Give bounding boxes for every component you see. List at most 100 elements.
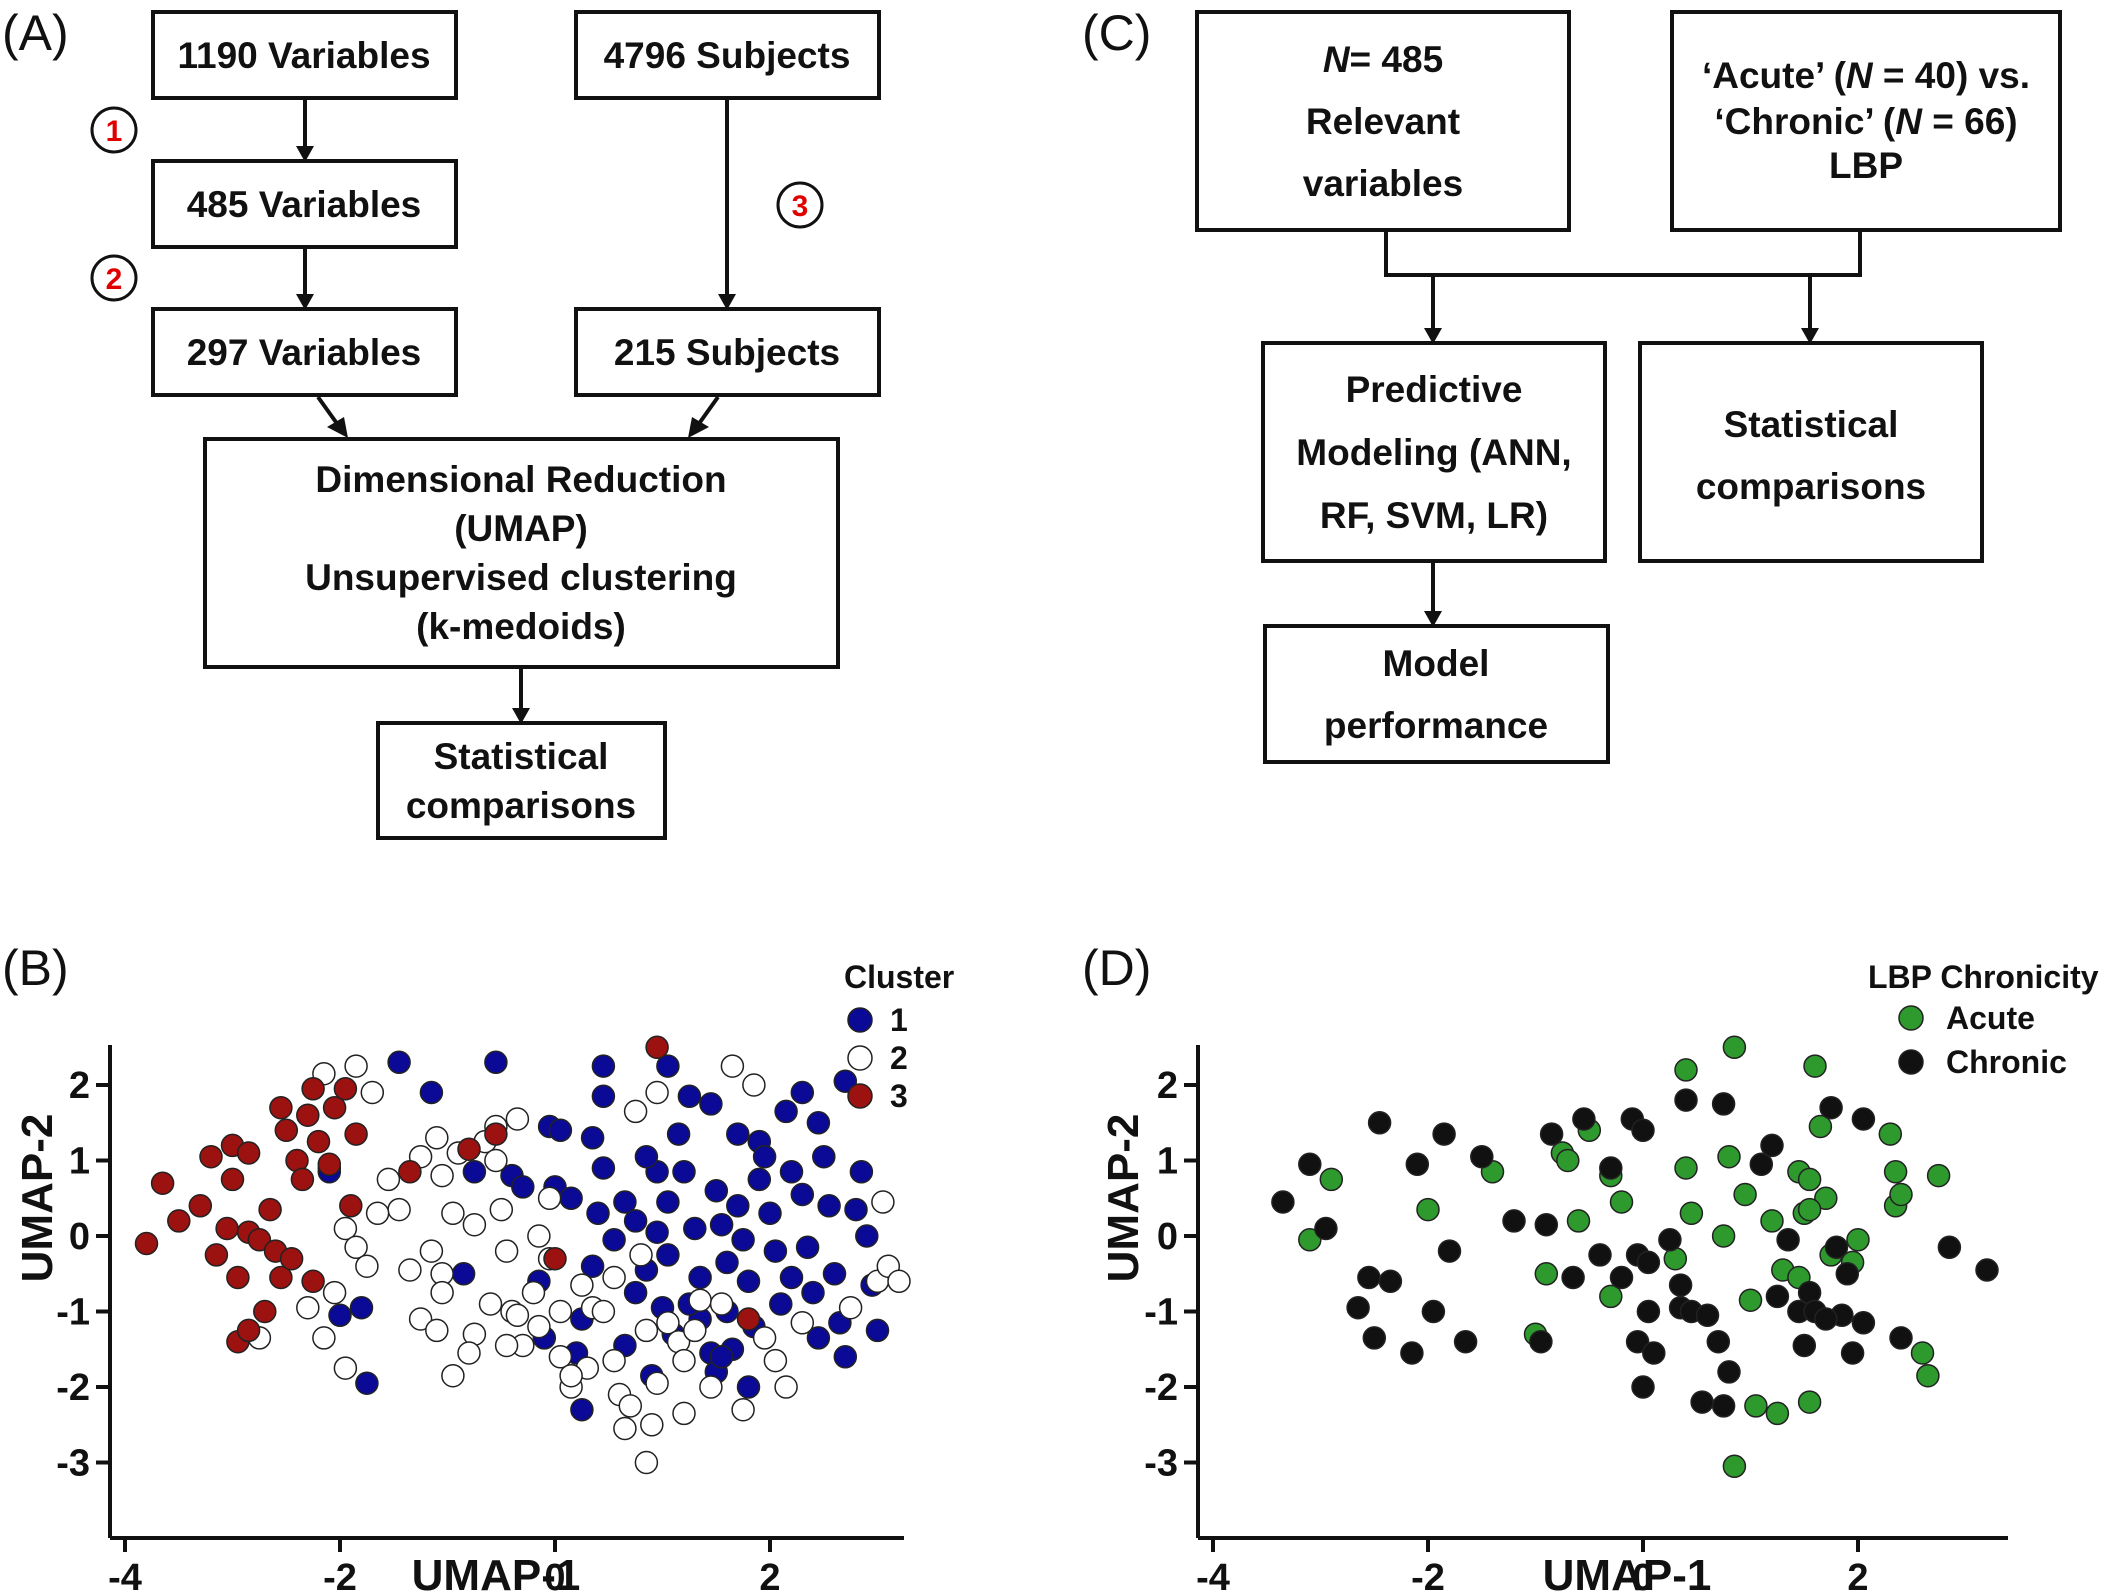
plot-d-ytick-label-4: 1 — [1157, 1141, 1178, 1183]
plot-d-point-schronic-30 — [1642, 1341, 1666, 1365]
box-dimensional-reduction — [203, 437, 840, 669]
plot-b-point-s1-32 — [656, 1243, 680, 1267]
plot-b-point-s2-73 — [494, 1333, 519, 1358]
box-297-label: 297 Variables — [187, 332, 422, 373]
plot-b-legend-marker-1 — [847, 1007, 873, 1033]
plot-b-point-s1-38 — [683, 1216, 707, 1241]
plot-d-point-schronic-49 — [1819, 1095, 1843, 1120]
plot-b-point-s2-12 — [387, 1197, 411, 1222]
plot-b-point-s1-37 — [672, 1160, 696, 1184]
plot-b-point-s1-74 — [855, 1224, 879, 1248]
relevant-n-label: N — [1323, 39, 1351, 80]
plot-d-point-sacute-45 — [1797, 1167, 1822, 1192]
box-1190-label: 1190 Variables — [177, 35, 430, 76]
plot-b-point-s2-59 — [699, 1375, 723, 1399]
plot-d-point-schronic-17 — [1539, 1122, 1564, 1146]
plot-d-point-schronic-21 — [1599, 1156, 1623, 1180]
plot-b-point-s2-30 — [494, 1239, 519, 1263]
plot-d-point-schronic-2 — [1314, 1216, 1338, 1241]
plot-b-xtick-label-3: 2 — [759, 1557, 780, 1592]
plot-d-point-schronic-28 — [1631, 1375, 1655, 1399]
plot-b-point-s1-85 — [677, 1084, 702, 1109]
stat-c-line-2: comparisons — [1696, 466, 1926, 507]
plot-d-point-sacute-30 — [1803, 1054, 1827, 1078]
plot-d-legend-label-chronic: Chronic — [1946, 1044, 2067, 1080]
plot-b-point-s1-25 — [623, 1280, 648, 1305]
plot-b-point-s2-17 — [430, 1280, 454, 1305]
plot-b-legend-marker-3 — [847, 1083, 873, 1109]
plot-b-point-s3-25 — [333, 1077, 358, 1101]
flowchart-c: N= 485 Relevant variables ‘Acute’ (N = 4… — [1195, 10, 2062, 764]
plot-b-xtick-label-1: -2 — [323, 1557, 357, 1592]
dr-line-4: (k-medoids) — [416, 606, 626, 647]
dr-line-2: (UMAP) — [454, 508, 588, 549]
plot-b-point-s1-7 — [484, 1050, 508, 1075]
model-line-2: performance — [1324, 705, 1548, 746]
plot-b-xtick-label-0: -4 — [108, 1557, 142, 1592]
plot-d-point-sacute-24 — [1765, 1401, 1790, 1426]
box-relevant-variables — [1195, 10, 1571, 232]
chronic-n: N — [1895, 101, 1923, 142]
plot-d-point-sacute-40 — [1910, 1341, 1935, 1365]
plot-b-point-s1-45 — [715, 1250, 739, 1275]
plot-d-ytick-label-0: -3 — [1144, 1443, 1178, 1485]
plot-b-point-s1-58 — [769, 1292, 793, 1316]
plot-b-point-s3-36 — [645, 1035, 669, 1060]
plot-b-point-s2-82 — [505, 1107, 530, 1131]
plot-d-points — [1271, 1035, 1999, 1479]
plot-b-point-s2-45 — [602, 1348, 626, 1373]
predictive-line-2: Modeling (ANN, — [1296, 432, 1571, 473]
plot-b-ylabel: UMAP-2 — [13, 1114, 62, 1283]
plot-b-ytick-label-4: 1 — [69, 1141, 90, 1183]
box-485-label: 485 Variables — [187, 184, 422, 225]
plot-b-ytick-label-3: 0 — [69, 1216, 90, 1258]
step-1-marker — [90, 106, 138, 154]
plot-d-point-schronic-50 — [1824, 1235, 1849, 1260]
plot-b-point-s1-23 — [591, 1054, 616, 1078]
step-3-label: 3 — [792, 190, 809, 223]
chronic-v2: = 66) — [1922, 101, 2018, 142]
plot-d-point-schronic-53 — [1840, 1341, 1865, 1365]
plot-b-point-s1-17 — [570, 1397, 594, 1422]
plot-b-point-s1-43 — [704, 1178, 729, 1203]
plot-b-point-s1-5 — [451, 1262, 476, 1286]
plot-d-point-schronic-4 — [1357, 1265, 1381, 1290]
plot-b-point-s2-18 — [425, 1318, 449, 1343]
plot-b-point-s1-61 — [790, 1080, 815, 1105]
plot-d-xtick-label-0: -4 — [1196, 1557, 1230, 1592]
relevant-line-2: Relevant — [1306, 101, 1460, 142]
plot-b-point-s3-22 — [301, 1269, 325, 1294]
plot-b-point-s2-74 — [537, 1186, 562, 1211]
plot-b-point-s2-47 — [613, 1416, 637, 1441]
plot-d-point-schronic-1 — [1298, 1152, 1322, 1177]
plot-b-legend-label-2: 2 — [890, 1040, 908, 1076]
plot-b-point-s2-13 — [398, 1258, 422, 1282]
plot-d-ytick-label-2: -1 — [1144, 1292, 1178, 1334]
plot-b-point-s2-21 — [430, 1163, 454, 1188]
plot-b-point-s1-63 — [795, 1235, 820, 1260]
plot-b-point-s3-7 — [220, 1167, 245, 1192]
plot-d-ticks: -4 -2 0 2 -3 -2 -1 0 1 2 — [1144, 1065, 1868, 1592]
step-2-label: 2 — [106, 263, 123, 296]
plot-b-point-s2-49 — [623, 1099, 648, 1124]
acute-q1: ‘Acute’ ( — [1702, 55, 1847, 96]
plot-b-point-s1-81 — [779, 1265, 804, 1290]
plot-b-point-s3-12 — [253, 1299, 277, 1324]
plot-b-point-s2-72 — [634, 1450, 659, 1475]
plot-b-point-s1-71 — [833, 1069, 858, 1093]
plot-d-point-sacute-8 — [1566, 1209, 1591, 1233]
plot-b-point-s2-53 — [645, 1371, 669, 1395]
plot-d-point-sacute-0 — [1298, 1228, 1322, 1252]
plot-b-point-s2-64 — [763, 1348, 788, 1373]
plot-b-point-s2-35 — [527, 1224, 551, 1248]
plot-d-point-sacute-14 — [1674, 1058, 1698, 1082]
plot-d-point-schronic-16 — [1529, 1329, 1553, 1354]
plot-b-point-s3-26 — [339, 1194, 363, 1218]
plot-d-point-sacute-43 — [1722, 1454, 1747, 1479]
plot-d-point-schronic-55 — [1851, 1311, 1876, 1335]
plot-b-point-s1-20 — [586, 1201, 610, 1226]
plot-d-point-sacute-35 — [1846, 1228, 1870, 1252]
stat-a-line-2: comparisons — [406, 785, 636, 826]
plot-b-point-s2-19 — [441, 1363, 465, 1388]
